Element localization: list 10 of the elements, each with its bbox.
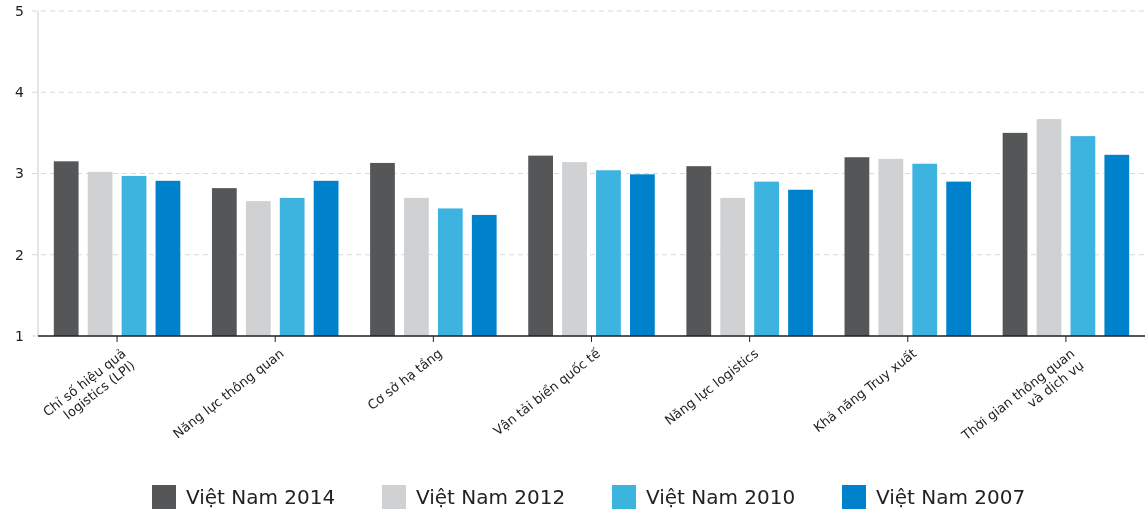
y-tick-label: 2 (15, 246, 24, 263)
legend-label: Việt Nam 2007 (876, 485, 1026, 509)
y-tick-label: 5 (15, 2, 24, 19)
y-tick-label: 3 (15, 165, 24, 182)
y-tick-label: 4 (15, 84, 25, 101)
y-tick-label: 1 (15, 327, 24, 344)
legend-label: Việt Nam 2012 (416, 485, 566, 509)
x-tick-label: Cơ sở hạ tầng (364, 345, 445, 413)
legend-label: Việt Nam 2010 (646, 485, 796, 509)
legend-label: Việt Nam 2014 (186, 485, 336, 509)
